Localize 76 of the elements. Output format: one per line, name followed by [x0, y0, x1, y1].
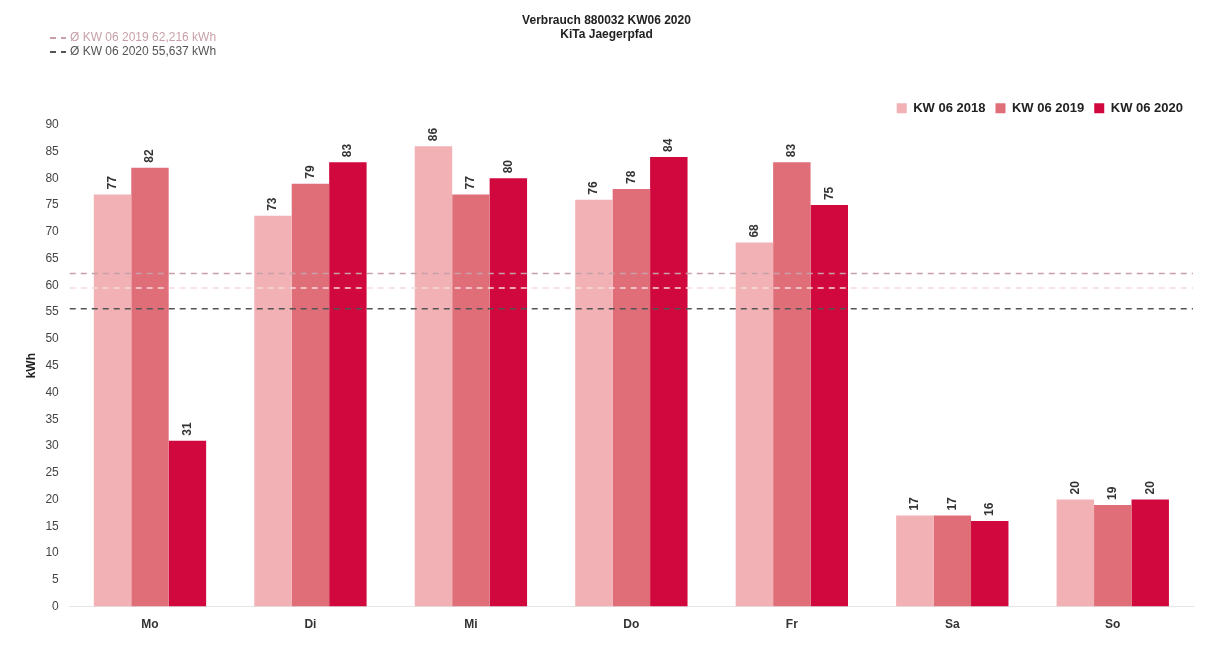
- y-axis-title: kWh: [23, 353, 38, 379]
- chart-title: Verbrauch 880032 KW06 2020: [522, 12, 692, 27]
- bar: [933, 515, 972, 607]
- y-tick-label: 65: [45, 250, 60, 265]
- y-tick-label: 75: [45, 197, 60, 212]
- legend-label: Ø KW 06 2020 55,637 kWh: [70, 44, 217, 59]
- bar: [612, 189, 651, 607]
- bar: [254, 215, 292, 607]
- x-tick-label: Di: [304, 617, 317, 632]
- data-label: 77: [104, 175, 119, 190]
- data-label: 84: [661, 138, 676, 152]
- y-tick-label: 80: [45, 170, 60, 185]
- y-tick-label: 35: [45, 411, 60, 426]
- y-tick-label: 30: [45, 438, 60, 453]
- data-label: 19: [1105, 486, 1120, 500]
- bar: [168, 440, 207, 607]
- bar: [1056, 499, 1095, 607]
- data-label: 68: [746, 223, 761, 238]
- y-tick-label: 85: [45, 143, 60, 158]
- bar: [414, 146, 453, 607]
- data-label: 17: [907, 496, 922, 511]
- x-tick-label: Sa: [944, 617, 960, 632]
- data-label: 78: [623, 170, 638, 185]
- data-label: 82: [142, 148, 157, 163]
- data-label: 77: [463, 175, 478, 190]
- y-tick-label: 55: [45, 304, 60, 319]
- y-tick-label: 25: [45, 465, 60, 480]
- legend-label: KW 06 2019: [1011, 99, 1085, 115]
- y-tick-label: 45: [45, 358, 60, 373]
- bar: [773, 162, 811, 607]
- x-tick-label: Do: [623, 617, 640, 632]
- bar: [810, 205, 848, 607]
- y-tick-label: 40: [45, 384, 60, 399]
- data-label: 83: [784, 143, 799, 158]
- bar: [329, 162, 367, 607]
- y-tick-label: 20: [45, 491, 60, 506]
- data-label: 86: [425, 127, 440, 142]
- data-label: 17: [944, 496, 959, 511]
- bar: [452, 194, 490, 607]
- legend-label: Ø KW 06 2019 62,216 kWh: [70, 30, 217, 45]
- data-label: 73: [265, 197, 280, 211]
- legend-label: KW 06 2020: [1110, 99, 1183, 115]
- data-label: 20: [1067, 480, 1082, 495]
- data-label: 20: [1142, 480, 1157, 495]
- y-tick-label: 15: [45, 518, 60, 533]
- x-tick-label: Mo: [141, 617, 159, 632]
- bar: [735, 242, 774, 607]
- data-label: 79: [302, 165, 317, 179]
- data-label: 31: [179, 421, 194, 436]
- bar: [896, 515, 934, 607]
- y-tick-label: 60: [45, 277, 60, 292]
- data-label: 16: [982, 502, 997, 516]
- bar: [971, 520, 1009, 607]
- y-tick-label: 10: [45, 545, 60, 560]
- y-tick-label: 0: [52, 598, 60, 613]
- y-tick-label: 50: [45, 331, 60, 346]
- chart-subtitle: KiTa Jaegerpfad: [560, 26, 653, 41]
- data-label: 83: [340, 143, 355, 158]
- bar: [489, 178, 528, 607]
- y-tick-label: 5: [52, 572, 60, 587]
- bar: [291, 183, 330, 607]
- bar: [93, 194, 132, 607]
- data-label: 75: [821, 186, 836, 201]
- y-tick-label: 70: [45, 224, 60, 239]
- bar: [1131, 499, 1169, 607]
- bar: [131, 167, 169, 607]
- x-tick-label: Mi: [464, 617, 478, 632]
- x-tick-label: Fr: [785, 617, 799, 632]
- data-label: 80: [500, 159, 515, 174]
- bar: [1094, 504, 1132, 607]
- y-tick-label: 90: [45, 117, 60, 132]
- data-label: 76: [586, 181, 601, 195]
- bar: [650, 156, 688, 607]
- legend-label: KW 06 2018: [913, 99, 986, 115]
- bar: [575, 199, 613, 607]
- x-tick-label: So: [1105, 617, 1121, 632]
